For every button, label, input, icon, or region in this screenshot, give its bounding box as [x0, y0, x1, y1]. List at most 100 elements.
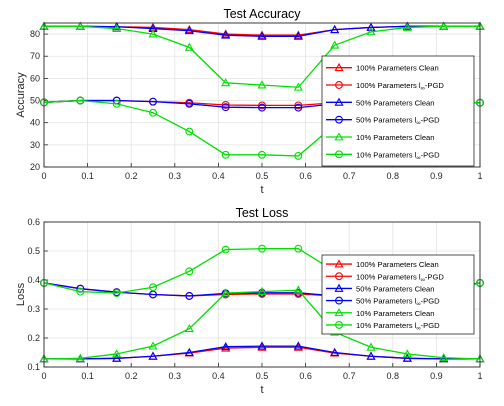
legend-entry-4: 50% Parameters l∞-PGD — [326, 297, 440, 308]
data-point — [112, 289, 121, 297]
data-point — [257, 80, 267, 89]
data-point — [221, 150, 230, 159]
data-point — [185, 292, 194, 300]
legend-text-part: 10% Parameters l — [356, 321, 417, 330]
x-tick-label: 0.9 — [430, 171, 443, 181]
legend-label: 10% Parameters Clean — [356, 133, 435, 142]
chart-title: Test Loss — [236, 206, 289, 220]
legend-entry-3: 50% Parameters Clean — [326, 283, 435, 293]
legend-swatch-marker — [335, 81, 343, 89]
series-line — [44, 25, 480, 37]
legend-entry-3: 50% Parameters Clean — [326, 97, 435, 107]
data-point — [439, 354, 449, 363]
legend-text-part: -PGD — [421, 321, 441, 330]
legend-label: 100% Parameters l∞-PGD — [356, 81, 444, 92]
data-point — [330, 347, 340, 356]
legend-swatch-marker — [335, 320, 343, 329]
legend-swatch-marker — [334, 283, 344, 292]
legend-text-part: 100% Parameters l — [356, 272, 421, 281]
data-point — [221, 30, 231, 39]
chart-panel-1: 0 0.1 0.2 0.3 0.4 0.5 0.6 0.7 0.8 0.9 1 20 30 40 50 60 7… — [15, 7, 485, 196]
data-point — [184, 26, 194, 35]
series-line — [43, 289, 481, 360]
data-point — [185, 267, 194, 276]
legend-swatch-marker — [335, 150, 343, 159]
legend-text-part: -PGD — [421, 297, 441, 306]
y-axis-label: Loss — [15, 282, 27, 306]
data-point — [257, 31, 267, 40]
data-point — [330, 40, 340, 49]
y-tick-label: 0.1 — [27, 362, 40, 372]
y-tick-label: 0.3 — [27, 304, 40, 314]
legend-label: 100% Parameters Clean — [356, 260, 439, 269]
data-point — [76, 287, 85, 296]
y-tick-label: 70 — [30, 51, 40, 61]
legend-entry-6: 10% Parameters l∞-PGD — [326, 150, 440, 161]
data-point — [221, 101, 230, 109]
x-tick-label: 0.8 — [387, 371, 400, 381]
y-tick-label: 0.2 — [27, 333, 40, 343]
legend-label: 10% Parameters l∞-PGD — [356, 150, 440, 161]
y-tick-label: 60 — [30, 73, 40, 83]
legend-entry-2: 100% Parameters l∞-PGD — [326, 81, 444, 92]
legend-swatch-marker — [334, 308, 344, 317]
data-point — [258, 150, 266, 159]
legend-label: 50% Parameters Clean — [356, 284, 435, 293]
data-point — [221, 245, 230, 254]
legend-label: 50% Parameters Clean — [356, 98, 435, 107]
legend-text-part: 50% Parameters l — [356, 297, 417, 306]
data-point — [366, 351, 376, 360]
legend-label: 100% Parameters l∞-PGD — [356, 272, 444, 283]
legend-text-part: 10% Parameters l — [356, 150, 417, 159]
data-point — [258, 101, 266, 110]
y-tick-label: 0.6 — [27, 217, 40, 227]
y-tick-label: 50 — [30, 96, 40, 106]
data-point — [294, 151, 303, 160]
legend-label: 10% Parameters l∞-PGD — [356, 321, 440, 332]
data-point — [112, 99, 121, 108]
legend-swatch-marker — [334, 97, 344, 106]
data-point — [402, 353, 412, 362]
legend-text-part: -PGD — [425, 272, 445, 281]
data-point — [112, 353, 122, 362]
x-tick-label: 0.3 — [169, 171, 182, 181]
data-point — [221, 288, 231, 297]
series-line — [44, 345, 480, 360]
chart-panel-2: 0 0.1 0.2 0.3 0.4 0.5 0.6 0.7 0.8 0.9 10.10.20.30.… — [15, 206, 485, 396]
data-point — [221, 341, 231, 351]
x-tick-label: 0.3 — [169, 371, 182, 381]
series-5 — [39, 285, 485, 363]
legend-entry-6: 10% Parameters l∞-PGD — [326, 321, 440, 332]
data-point — [366, 342, 376, 351]
x-tick-label: 0.7 — [343, 371, 356, 381]
legend-entry-4: 50% Parameters l∞-PGD — [326, 116, 440, 127]
axes-frame — [43, 22, 481, 168]
x-axis-label: t — [260, 184, 263, 196]
y-tick-label: 0.5 — [27, 246, 40, 256]
y-axis-label: Accuracy — [15, 72, 27, 118]
legend-swatch-marker — [335, 272, 343, 281]
legend-swatch-marker — [334, 132, 344, 141]
legend-text-subscript: ∞ — [421, 277, 425, 283]
data-point — [112, 349, 122, 358]
data-point — [75, 21, 85, 30]
legend-entry-2: 100% Parameters l∞-PGD — [326, 272, 444, 283]
x-tick-label: 1 — [477, 371, 482, 381]
data-point — [366, 22, 376, 31]
data-point — [330, 24, 340, 34]
data-point — [366, 27, 376, 36]
legend-label: 100% Parameters Clean — [356, 64, 439, 73]
data-point — [293, 285, 303, 294]
data-point — [185, 127, 194, 136]
legend-label: 10% Parameters Clean — [356, 309, 435, 318]
legend-label: 50% Parameters l∞-PGD — [356, 116, 440, 127]
data-point — [439, 21, 449, 30]
data-point — [257, 341, 267, 350]
legend-entry-5: 10% Parameters Clean — [326, 132, 435, 142]
data-point — [75, 353, 85, 362]
y-tick-label: 40 — [30, 118, 40, 128]
data-point — [258, 103, 266, 112]
